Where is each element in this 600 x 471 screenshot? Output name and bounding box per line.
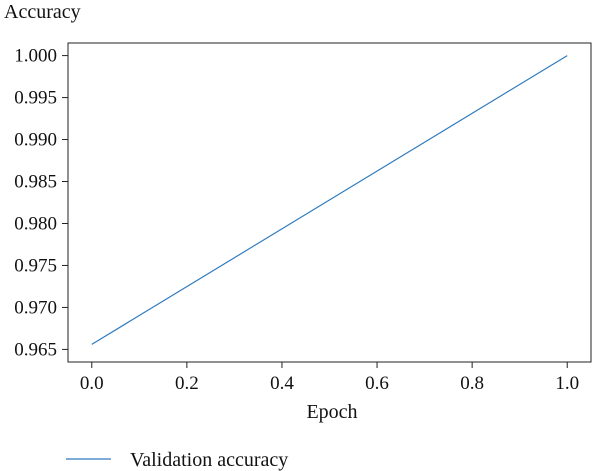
y-tick-label: 0.995 [14, 88, 57, 109]
x-tick-label: 0.2 [175, 373, 199, 394]
y-tick-label: 0.980 [14, 213, 57, 234]
series-layer [91, 55, 568, 345]
y-axis-ticks: 0.965 0.970 0.975 0.980 0.985 0.990 0.995 1.000 [14, 46, 68, 360]
x-tick-label: 0.8 [460, 373, 484, 394]
plot-frame [67, 42, 592, 363]
y-tick-label: 0.990 [14, 130, 57, 151]
y-tick-label: 0.975 [14, 255, 57, 276]
y-tick-label: 0.965 [14, 339, 57, 360]
y-tick-label: 0.970 [14, 297, 57, 318]
x-tick-label: 1.0 [555, 373, 579, 394]
x-tick-label: 0.4 [270, 373, 294, 394]
series-line [91, 55, 568, 345]
x-axis-ticks: 0.0 0.2 0.4 0.6 0.8 1.0 [80, 362, 579, 394]
y-tick-label: 0.985 [14, 172, 57, 193]
legend: Validation accuracy [66, 449, 288, 471]
y-axis-title: Accuracy [4, 1, 81, 23]
y-tick-label: 1.000 [14, 46, 57, 67]
x-axis-title: Epoch [306, 401, 357, 423]
legend-label: Validation accuracy [130, 449, 288, 471]
x-tick-label: 0.0 [80, 373, 104, 394]
x-tick-label: 0.6 [365, 373, 389, 394]
